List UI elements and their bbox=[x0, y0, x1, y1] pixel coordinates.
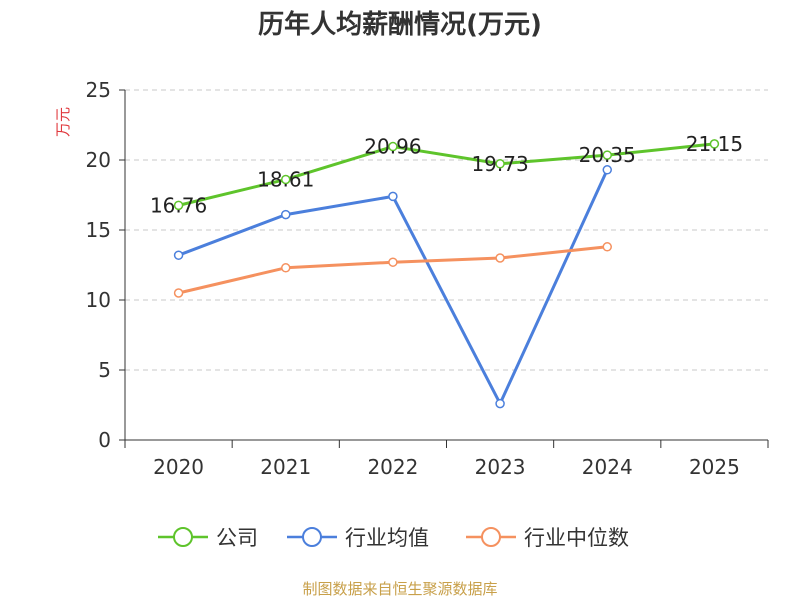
data-point bbox=[602, 242, 612, 252]
y-axis-label: 万元 bbox=[54, 107, 72, 137]
y-tick-label: 10 bbox=[86, 288, 111, 312]
y-tick-label: 20 bbox=[86, 148, 111, 172]
series-group bbox=[173, 139, 720, 409]
series-line bbox=[178, 142, 715, 207]
data-point bbox=[388, 191, 398, 202]
grid-lines bbox=[125, 89, 768, 371]
x-tick-label: 2022 bbox=[367, 455, 418, 479]
y-tick-label: 25 bbox=[86, 78, 111, 102]
data-point bbox=[173, 250, 184, 260]
legend-label: 行业中位数 bbox=[524, 526, 629, 550]
data-label: 19.73 bbox=[471, 152, 528, 176]
y-tick-label: 0 bbox=[98, 428, 111, 452]
x-tick-label: 2023 bbox=[475, 455, 526, 479]
data-point bbox=[173, 200, 184, 211]
data-point bbox=[709, 139, 720, 149]
x-tick-label: 2021 bbox=[260, 455, 311, 479]
data-labels: 16.76 18.61 20.96 19.73 20.35 21.15 bbox=[150, 132, 743, 217]
series-line bbox=[178, 245, 608, 295]
data-point bbox=[602, 165, 612, 175]
data-point bbox=[281, 174, 291, 185]
data-point bbox=[495, 398, 505, 409]
legend: 公司 行业均值 行业中位数 bbox=[158, 526, 629, 550]
data-point bbox=[173, 288, 184, 298]
data-point bbox=[281, 209, 291, 220]
data-point bbox=[495, 253, 505, 263]
data-label: 20.35 bbox=[579, 143, 636, 167]
data-point bbox=[602, 150, 612, 160]
chart-title: 历年人均薪酬情况(万元) bbox=[258, 9, 542, 40]
legend-marker bbox=[302, 527, 322, 547]
series-line bbox=[178, 169, 609, 406]
x-tick-label: 2020 bbox=[153, 455, 204, 479]
data-point bbox=[281, 263, 291, 273]
y-tick-label: 15 bbox=[86, 218, 111, 242]
legend-label: 行业均值 bbox=[345, 526, 429, 550]
data-label: 20.96 bbox=[364, 135, 421, 159]
footer-source: 制图数据来自恒生聚源数据库 bbox=[302, 580, 497, 598]
data-point bbox=[388, 141, 398, 152]
legend-marker bbox=[173, 527, 193, 547]
data-label: 18.61 bbox=[257, 167, 314, 191]
data-label: 16.76 bbox=[150, 193, 207, 217]
x-tick-label: 2025 bbox=[689, 455, 740, 479]
legend-label: 公司 bbox=[216, 526, 258, 550]
data-label: 21.15 bbox=[686, 132, 743, 156]
x-tick-label: 2024 bbox=[582, 455, 633, 479]
data-point bbox=[495, 159, 505, 169]
y-tick-label: 5 bbox=[98, 358, 111, 382]
legend-marker bbox=[481, 527, 501, 547]
data-point bbox=[388, 257, 398, 267]
